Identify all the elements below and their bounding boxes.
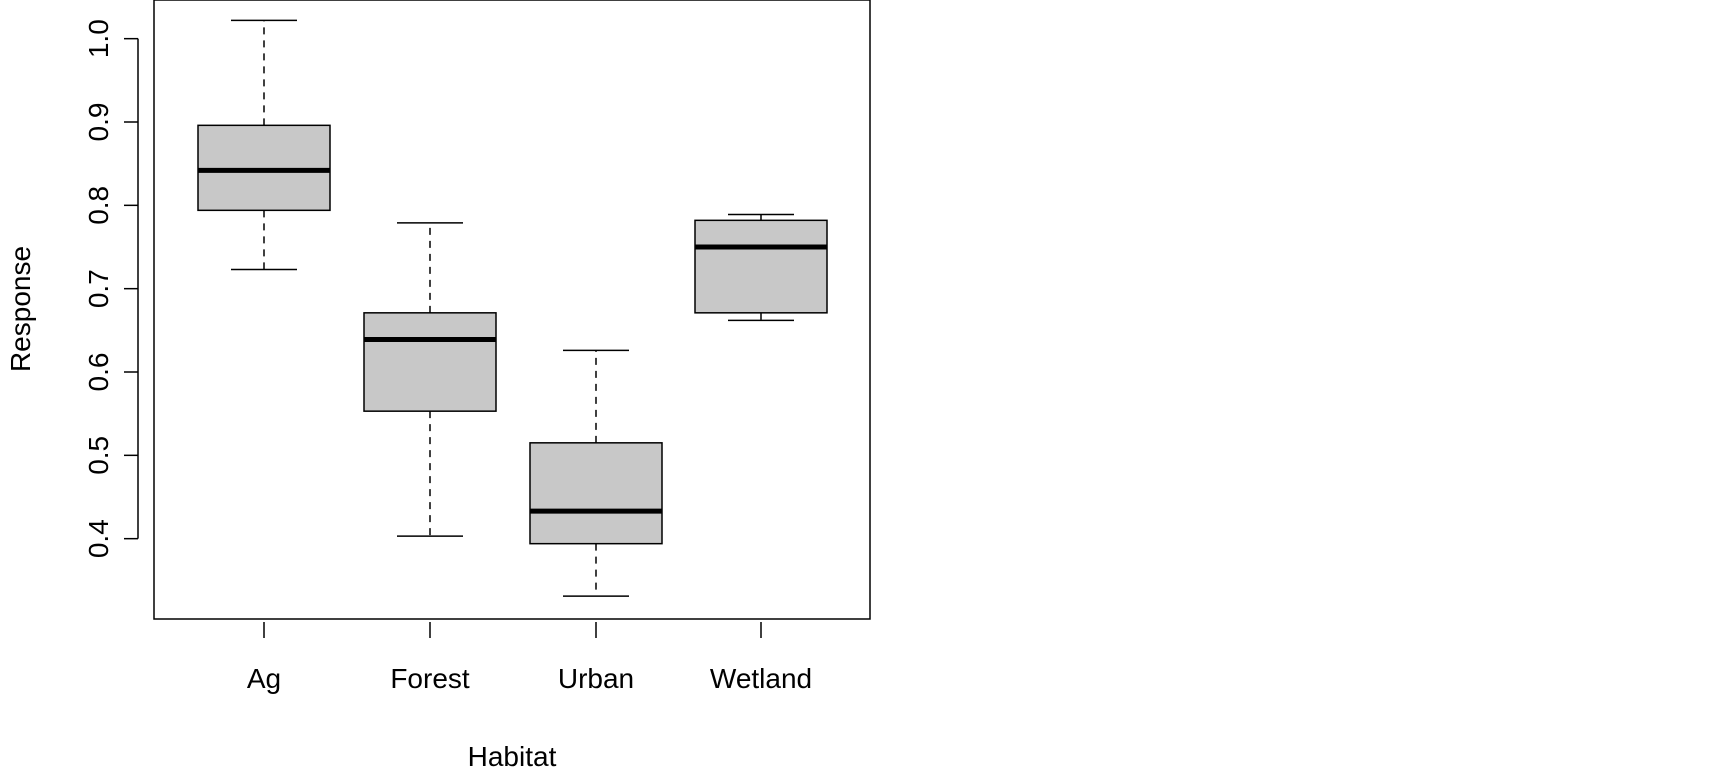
box-urban — [529, 349, 663, 597]
box-ag — [197, 19, 331, 271]
plot-frame — [153, 0, 871, 620]
x-tick-label: Urban — [558, 663, 634, 694]
y-axis: 0.4 0.5 0.6 0.7 0.8 0.9 1.0 — [83, 19, 139, 558]
x-tick-label: Wetland — [710, 663, 812, 694]
y-tick-label: 0.6 — [83, 353, 114, 392]
y-tick-label: 0.5 — [83, 436, 114, 475]
x-axis: Ag Forest Urban Wetland — [247, 622, 812, 694]
y-tick-label: 0.7 — [83, 269, 114, 308]
y-axis-title: Response — [5, 246, 36, 372]
box-series — [197, 19, 828, 597]
x-tick-label: Ag — [247, 663, 281, 694]
y-tick-label: 0.9 — [83, 103, 114, 142]
y-tick-label: 0.8 — [83, 186, 114, 225]
box-iqr — [694, 219, 828, 314]
y-tick-label: 0.4 — [83, 519, 114, 558]
x-axis-title: Habitat — [468, 741, 557, 768]
y-tick-label: 1.0 — [83, 19, 114, 58]
box-forest — [363, 222, 497, 537]
box-iqr — [363, 312, 497, 412]
box-iqr — [529, 442, 663, 545]
box-wetland — [694, 213, 828, 322]
x-tick-label: Forest — [390, 663, 470, 694]
